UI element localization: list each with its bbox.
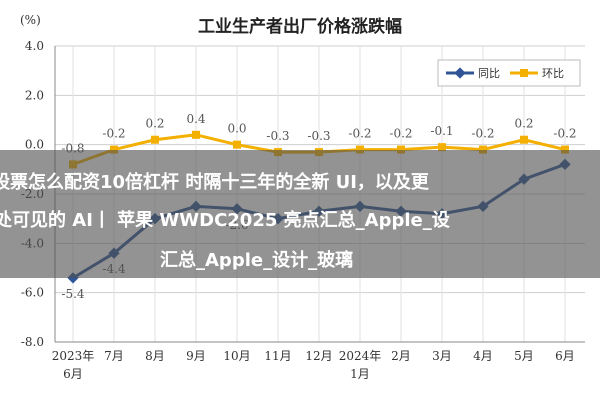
y-axis-unit: (%): [20, 13, 41, 27]
x-tick-label-line: 2023年: [52, 349, 95, 363]
y-tick-label: -8.0: [21, 335, 44, 349]
x-tick-label-line: 4月: [473, 349, 493, 363]
legend-marker-mom: [520, 69, 528, 77]
data-label-mom: 0.2: [514, 117, 533, 131]
x-tick-label-line: 6月: [555, 349, 575, 363]
x-tick-label-line: 8月: [145, 349, 165, 363]
data-label-mom: -0.2: [389, 127, 412, 141]
data-point-mom: [110, 145, 118, 154]
data-label-mom: -0.1: [430, 124, 453, 138]
y-tick-label: 4.0: [25, 39, 44, 53]
x-tick-label-line: 1月: [350, 367, 370, 381]
x-tick-label: 6月: [555, 349, 575, 363]
x-tick-label: 3月: [432, 349, 452, 363]
data-label-mom: -0.2: [348, 127, 371, 141]
data-point-mom: [438, 143, 446, 152]
data-label-mom: -0.2: [471, 127, 494, 141]
x-tick-label: 9月: [186, 349, 206, 363]
data-label-mom: -0.2: [553, 127, 576, 141]
x-tick-label: 2023年 6月: [52, 349, 95, 381]
y-tick-label: 0.0: [25, 138, 44, 152]
x-tick-label: 8月: [145, 349, 165, 363]
x-tick-label: 2月: [391, 349, 411, 363]
data-label-mom: -0.3: [307, 129, 330, 143]
data-label-mom: 0.4: [186, 112, 205, 126]
x-tick-label-line: 11月: [264, 349, 291, 363]
x-tick-label: 10月: [223, 349, 250, 363]
data-point-mom: [233, 140, 241, 149]
banner-line-2: 处可见的 AI丨 苹果 WWDC2025 亮点汇总_Apple_设: [0, 210, 450, 231]
x-tick-label-line: 6月: [63, 367, 83, 381]
legend-label-mom: 环比: [542, 67, 564, 80]
legend-label-yoy: 同比: [478, 67, 500, 80]
data-point-mom: [479, 145, 487, 154]
data-point-mom: [151, 135, 159, 144]
x-tick-label: 11月: [264, 349, 291, 363]
data-point-mom: [561, 145, 569, 154]
data-label-mom: 0.2: [145, 117, 164, 131]
data-label-mom: 0.0: [227, 122, 246, 136]
x-tick-label-line: 10月: [223, 349, 250, 363]
x-tick-label-line: 5月: [514, 349, 534, 363]
x-tick-label: 5月: [514, 349, 534, 363]
chart-title: 工业生产者出厂价格涨跌幅: [198, 16, 402, 37]
watermark-banner: [0, 150, 600, 278]
y-tick-label: -6.0: [21, 286, 44, 300]
banner-line-3: 汇总_Apple_设计_玻璃: [160, 250, 354, 271]
x-tick-label-line: 7月: [104, 349, 124, 363]
x-tick-label: 7月: [104, 349, 124, 363]
data-label-mom: -0.3: [266, 129, 289, 143]
legend: 同比 环比: [437, 59, 581, 87]
data-point-mom: [356, 145, 364, 154]
x-tick-label: 12月: [305, 349, 332, 363]
x-tick-label-line: 2月: [391, 349, 411, 363]
data-label-mom: -0.2: [102, 127, 125, 141]
x-tick-label: 4月: [473, 349, 493, 363]
data-label-yoy: -5.4: [61, 287, 85, 301]
x-tick-label-line: 12月: [305, 349, 332, 363]
y-tick-label: 2.0: [25, 88, 44, 102]
data-point-mom: [192, 130, 200, 139]
axes: 4.02.00.0-2.0-4.0-6.0-8.02023年6月7月8月9月10…: [21, 39, 585, 381]
x-tick-label-line: 9月: [186, 349, 206, 363]
data-point-mom: [397, 145, 405, 154]
data-point-mom: [520, 135, 528, 144]
x-tick-label-line: 2024年: [339, 349, 382, 363]
x-tick-label: 2024年 1月: [339, 349, 382, 381]
banner-line-1: 股票怎么配资10倍杠杆 时隔十三年的全新 UI，以及更: [0, 172, 429, 193]
x-tick-label-line: 3月: [432, 349, 452, 363]
